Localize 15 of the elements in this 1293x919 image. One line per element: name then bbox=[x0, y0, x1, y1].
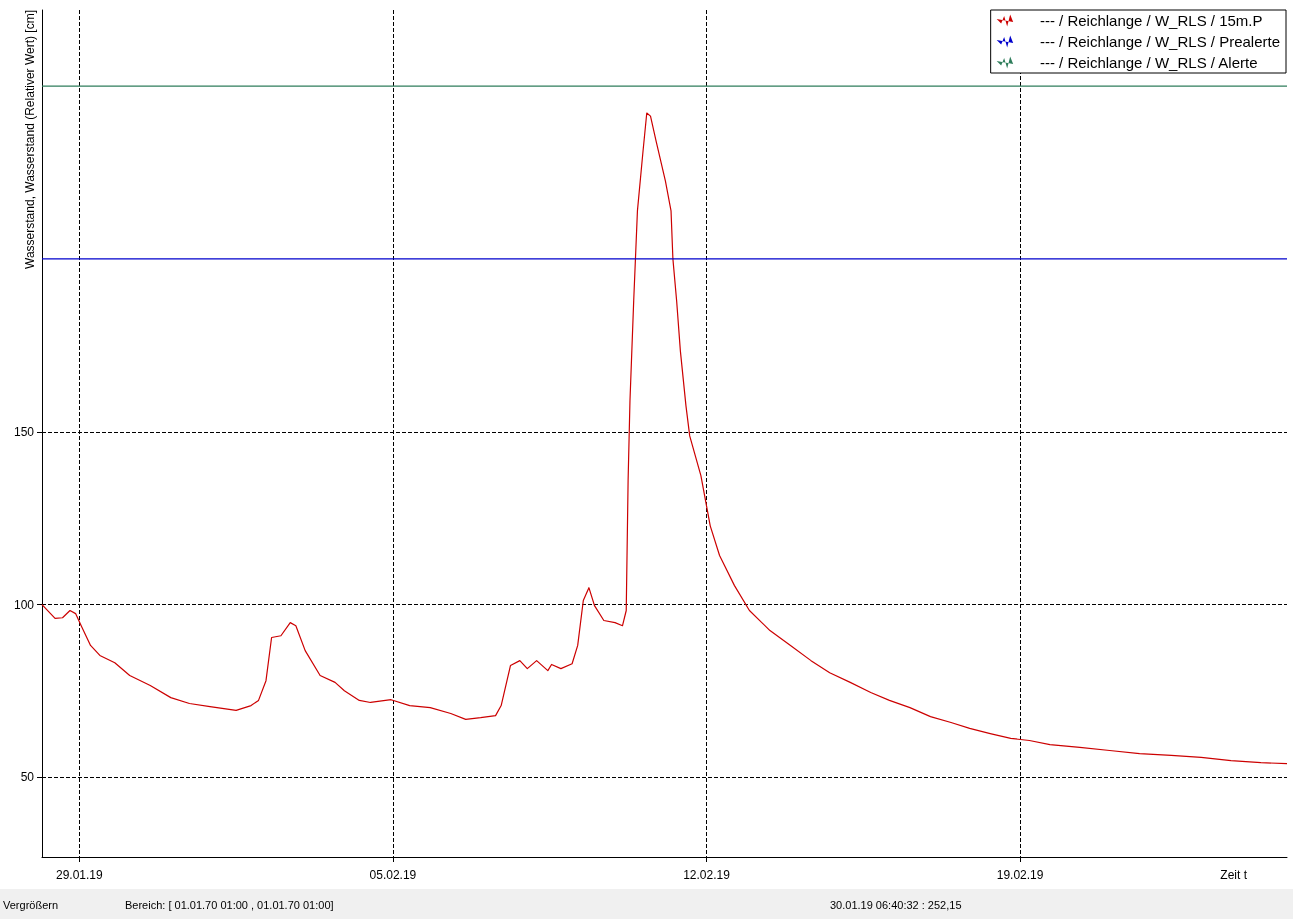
legend-label: --- / Reichlange / W_RLS / Prealerte bbox=[1039, 33, 1281, 50]
text: 30.01.19 06:40:32 : 252,15 bbox=[830, 899, 962, 911]
y-tick-label: 150 bbox=[13, 424, 35, 439]
x-tick-label: 05.02.19 bbox=[369, 868, 417, 882]
legend-label: --- / Reichlange / W_RLS / 15m.P bbox=[1039, 12, 1263, 29]
x-tick-label: 12.02.19 bbox=[683, 868, 731, 882]
y-tick-label: 100 bbox=[13, 597, 35, 612]
x-tick-label: 19.02.19 bbox=[996, 868, 1044, 882]
x-tick-label: 29.01.19 bbox=[55, 868, 104, 882]
y-tick-label: 50 bbox=[20, 770, 35, 785]
x-axis-title: Zeit t bbox=[1220, 868, 1248, 882]
y-axis-title: Wasserstand, Wasserstand (Relativer Wert) [cm] bbox=[23, 10, 37, 269]
text: Bereich: [ 01.01.70 01:00 , 01.01.70 01:00] bbox=[125, 899, 334, 911]
text: Vergrößern bbox=[3, 899, 59, 911]
legend-label: --- / Reichlange / W_RLS / Alerte bbox=[1039, 54, 1258, 71]
